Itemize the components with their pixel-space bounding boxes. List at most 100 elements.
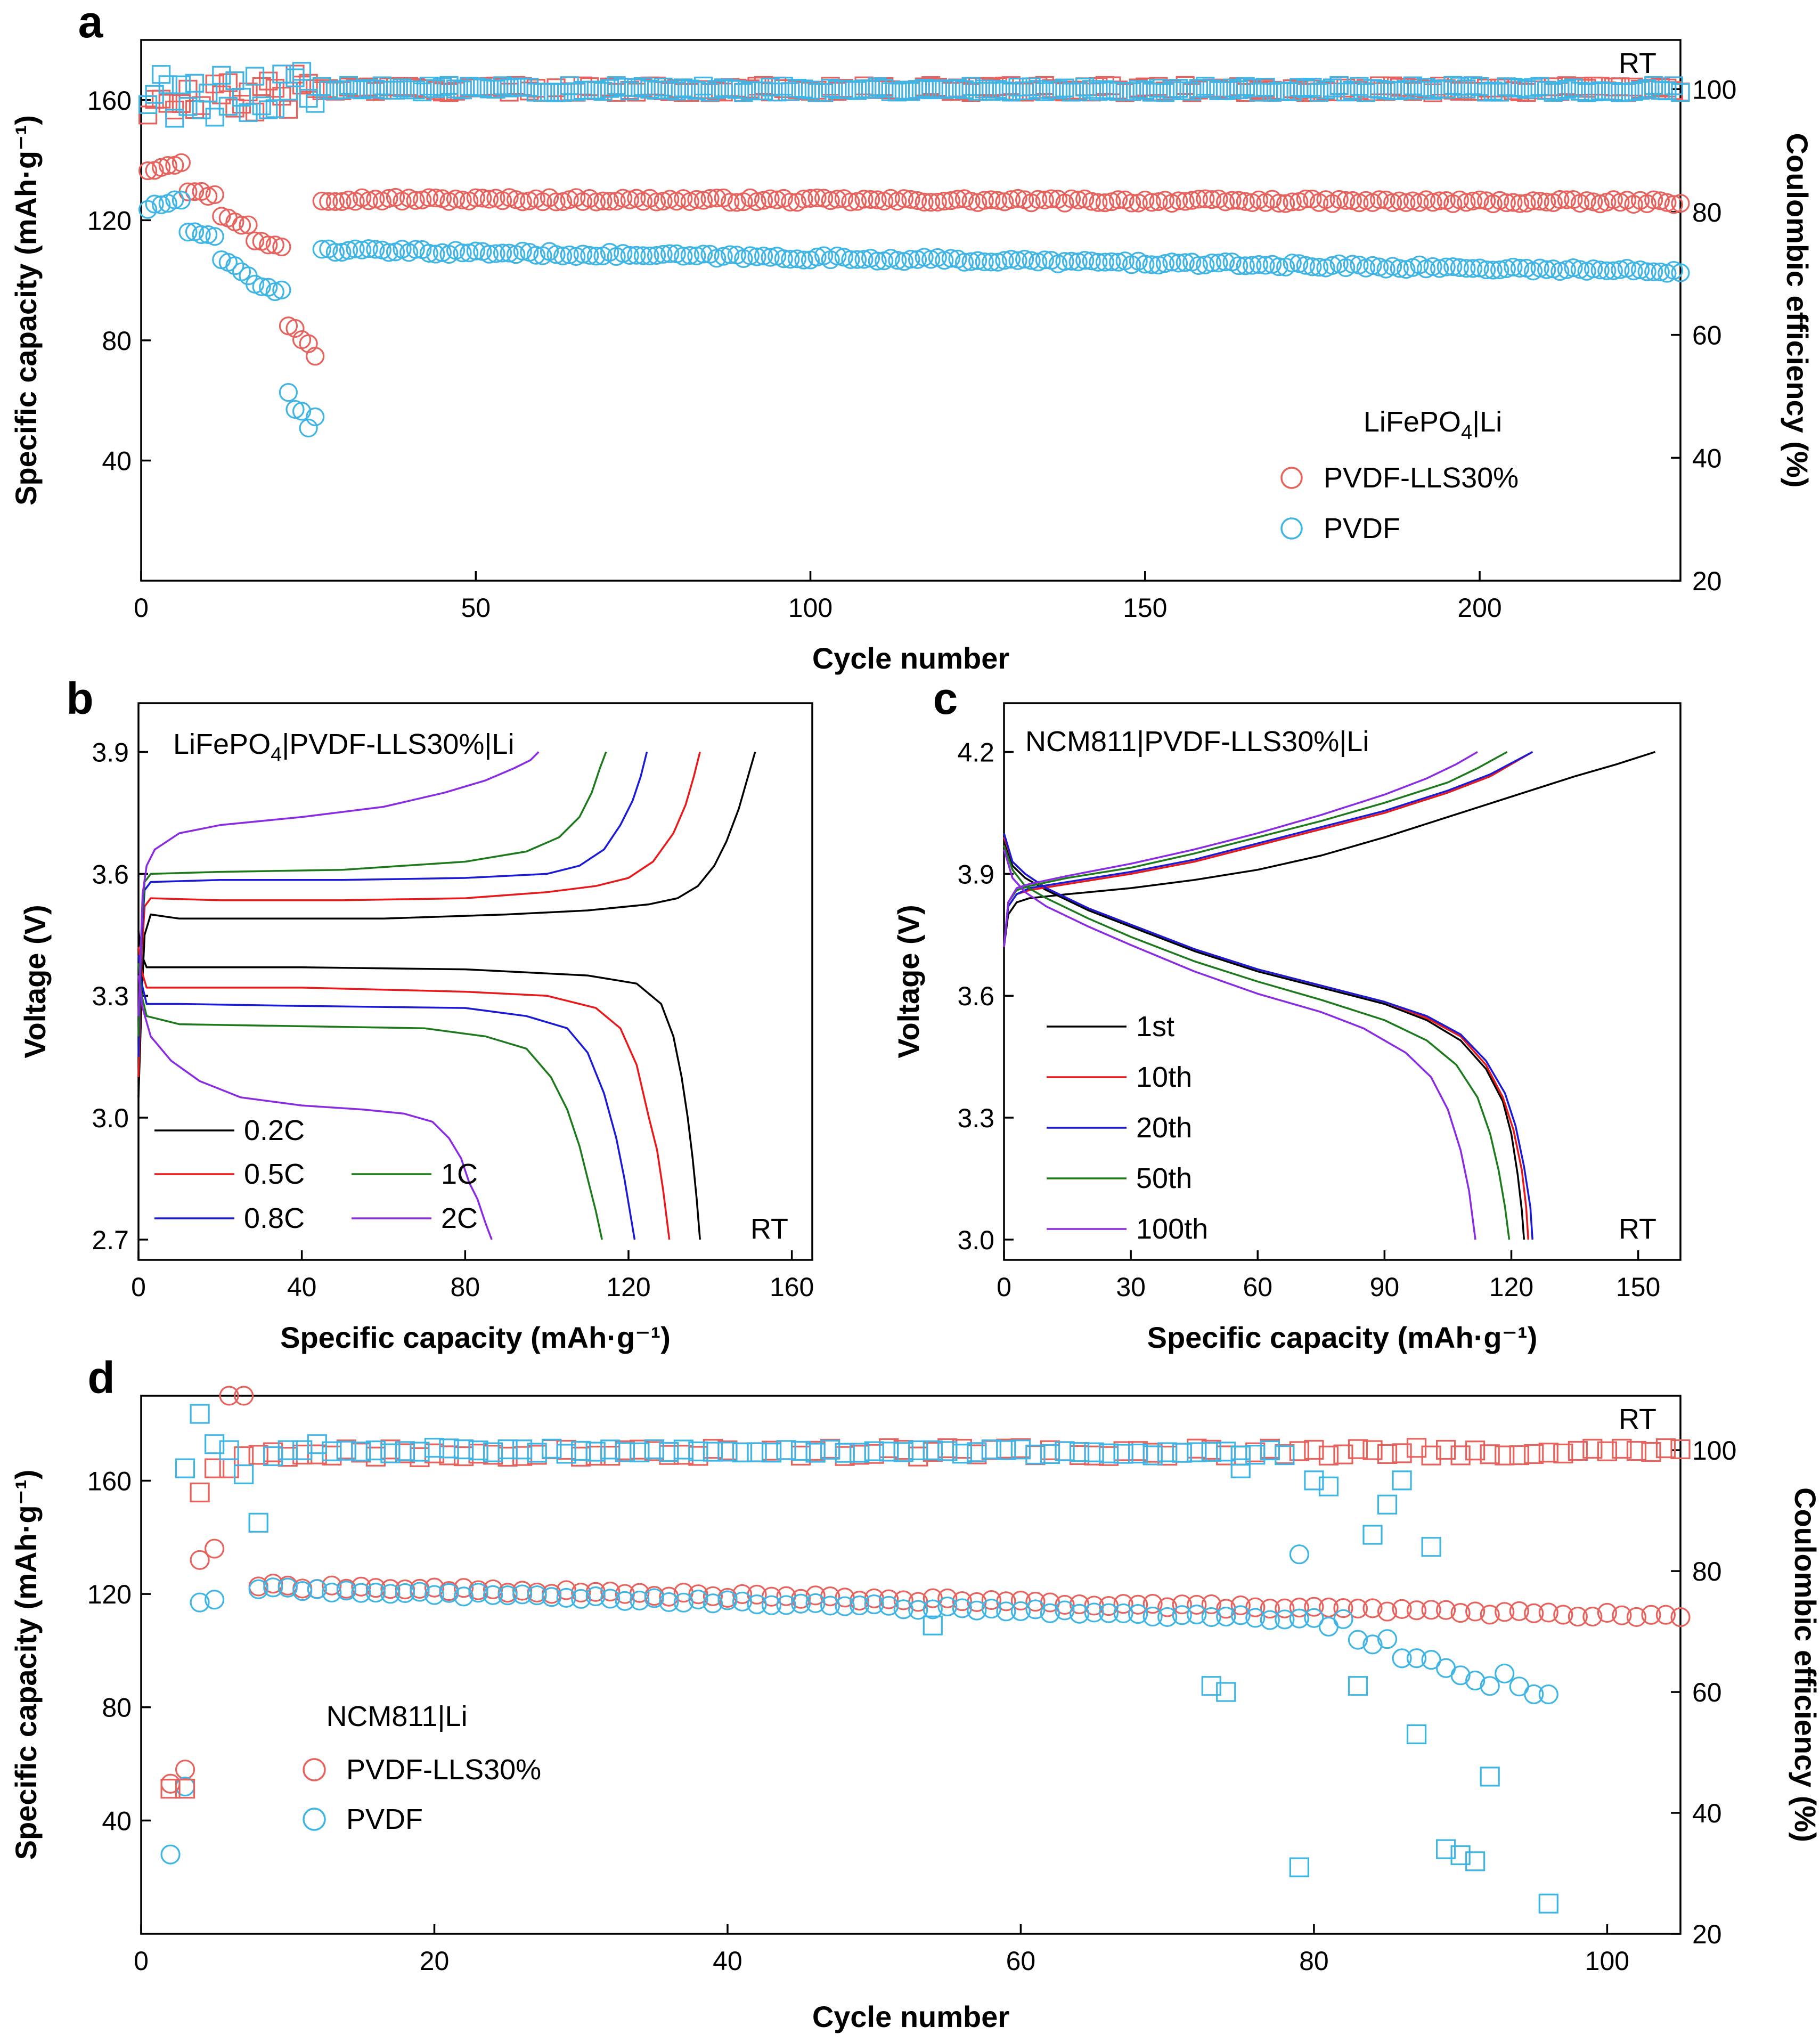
efficiency-point-a (1497, 77, 1516, 96)
capacity-point-a (1403, 191, 1422, 210)
efficiency-point-d (556, 1444, 576, 1464)
capacity-point-a (306, 347, 325, 366)
capacity-point-d (1098, 1603, 1119, 1623)
efficiency-point-a (339, 76, 358, 95)
capacity-point-d (1377, 1629, 1398, 1649)
legend-marker-d (303, 1808, 326, 1831)
efficiency-point-a (353, 80, 372, 100)
capacity-point-a (1256, 256, 1275, 275)
efficiency-point-a (473, 78, 492, 97)
efficiency-point-a (1544, 83, 1563, 102)
efficiency-point-d (175, 1458, 195, 1478)
title-sub: 4 (271, 744, 282, 766)
efficiency-point-a (279, 82, 298, 101)
capacity-point-d (600, 1581, 621, 1602)
capacity-point-a (633, 246, 652, 265)
x-tick-label-a: 200 (1457, 593, 1501, 623)
capacity-point-a (353, 240, 372, 259)
capacity-point-a (781, 250, 800, 269)
capacity-point-d (571, 1589, 591, 1609)
capacity-point-a (754, 191, 773, 210)
capacity-point-a (1075, 251, 1095, 270)
efficiency-point-a (1015, 81, 1034, 100)
efficiency-point-a (239, 82, 258, 102)
efficiency-point-a (908, 80, 927, 99)
efficiency-point-a (901, 82, 920, 101)
capacity-point-d (556, 1588, 576, 1608)
capacity-point-a (312, 240, 331, 259)
efficiency-point-d (659, 1442, 679, 1462)
efficiency-point-d (205, 1434, 225, 1454)
capacity-point-a (640, 246, 659, 265)
legend-label-d: PVDF-LLS30% (346, 1754, 541, 1786)
capacity-point-d (512, 1584, 533, 1605)
capacity-point-d (1010, 1590, 1031, 1611)
efficiency-point-d (395, 1441, 415, 1461)
efficiency-point-d (248, 1445, 268, 1465)
capacity-point-d (1333, 1609, 1353, 1629)
efficiency-point-d (1480, 1767, 1500, 1787)
efficiency-point-a (332, 80, 352, 99)
efficiency-point-d (790, 1440, 811, 1461)
efficiency-point-a (586, 80, 606, 100)
capacity-point-a (894, 189, 914, 208)
efficiency-point-a (185, 74, 205, 93)
capacity-point-a (339, 190, 358, 210)
capacity-point-a (988, 253, 1007, 272)
efficiency-point-a (560, 76, 579, 95)
efficiency-point-d (234, 1464, 254, 1485)
y-axis-label-c: Voltage (V) (892, 905, 925, 1058)
efficiency-point-d (1406, 1438, 1427, 1458)
capacity-point-d (263, 1577, 283, 1598)
capacity-point-d (1289, 1608, 1309, 1629)
efficiency-point-a (138, 105, 158, 125)
capacity-point-a (1644, 262, 1663, 281)
efficiency-point-d (1655, 1438, 1676, 1459)
capacity-point-a (1463, 191, 1483, 210)
capacity-point-d (585, 1586, 606, 1607)
x-tick-label-c: 90 (1370, 1272, 1400, 1302)
efficiency-point-d (1187, 1442, 1207, 1462)
capacity-point-a (272, 237, 291, 257)
efficiency-point-a (386, 77, 405, 96)
efficiency-point-d (1289, 1857, 1309, 1877)
capacity-point-d (483, 1579, 503, 1600)
capacity-point-a (975, 191, 994, 210)
efficiency-point-a (894, 80, 914, 100)
y-tick-label-d: 80 (102, 1693, 132, 1723)
efficiency-point-a (1048, 80, 1068, 100)
efficiency-point-d (322, 1441, 342, 1461)
discharge-curve-b-1c (137, 963, 603, 1240)
plot-frame-c (1003, 702, 1682, 1261)
legend-label-d: PVDF (346, 1803, 423, 1835)
capacity-point-a (714, 247, 733, 266)
capacity-point-a (1537, 192, 1556, 211)
efficiency-point-a (419, 76, 438, 96)
capacity-point-d (1524, 1684, 1544, 1705)
capacity-point-a (1497, 259, 1516, 278)
y2-axis-label-d: Coulombic efficiency (%) (1789, 1487, 1820, 1842)
efficiency-point-a (888, 83, 907, 102)
charge-curve-c-50th (1003, 751, 1508, 947)
efficiency-point-a (239, 103, 258, 122)
efficiency-point-a (212, 66, 231, 85)
y2-tick-label-d: 40 (1692, 1798, 1722, 1828)
efficiency-point-a (513, 77, 532, 96)
capacity-point-a (1477, 260, 1496, 280)
capacity-point-a (473, 189, 492, 208)
efficiency-point-a (868, 77, 887, 96)
capacity-point-a (1062, 251, 1081, 271)
capacity-point-d (703, 1593, 723, 1614)
efficiency-point-a (915, 79, 934, 98)
legend-label-c: 100th (1136, 1213, 1208, 1245)
capacity-point-a (145, 194, 164, 214)
capacity-point-a (1369, 190, 1389, 209)
capacity-point-a (693, 245, 713, 264)
efficiency-point-a (954, 80, 974, 99)
capacity-point-a (761, 189, 780, 208)
efficiency-point-a (647, 80, 666, 100)
efficiency-point-d (483, 1442, 503, 1462)
efficiency-point-d (1318, 1476, 1339, 1496)
efficiency-point-a (212, 85, 231, 104)
capacity-point-d (1275, 1609, 1295, 1630)
